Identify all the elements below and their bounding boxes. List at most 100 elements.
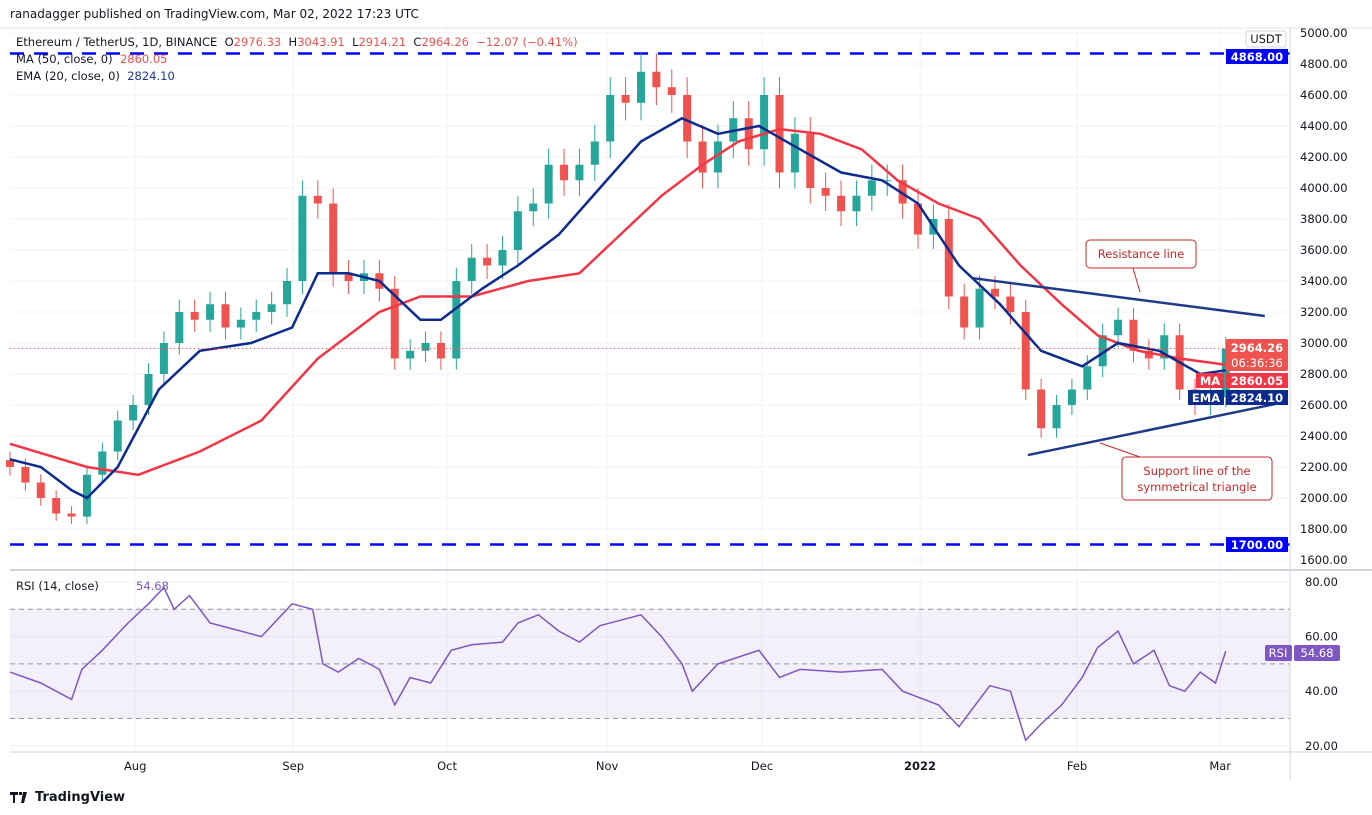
candle-body bbox=[1052, 405, 1061, 429]
ma-tag-name: MA bbox=[1200, 374, 1220, 388]
candle-body bbox=[975, 288, 984, 328]
candle-body bbox=[1083, 366, 1092, 390]
ema-value: 2824.10 bbox=[127, 69, 175, 83]
currency-badge[interactable]: USDT bbox=[1245, 30, 1287, 48]
time-tick-label: Nov bbox=[596, 759, 619, 773]
candle-body bbox=[283, 281, 292, 305]
candle-body bbox=[529, 203, 538, 212]
candle-body bbox=[898, 180, 907, 204]
time-tick-label: Mar bbox=[1209, 759, 1231, 773]
candle bbox=[621, 77, 630, 121]
candle bbox=[837, 180, 846, 227]
candle bbox=[206, 291, 215, 332]
symbol-name: Ethereum / TetherUS, 1D, BINANCE bbox=[16, 35, 218, 49]
candle-body bbox=[144, 374, 153, 405]
price-tick-label: 4000.00 bbox=[1300, 181, 1348, 195]
last-price-tag: 2964.26 06:36:36 bbox=[1226, 339, 1288, 371]
ema-legend-row[interactable]: EMA (20, close, 0) 2824.10 bbox=[16, 68, 578, 85]
symbol-legend-row[interactable]: Ethereum / TetherUS, 1D, BINANCE O2976.3… bbox=[16, 34, 578, 51]
price-tick-label: 3000.00 bbox=[1300, 336, 1348, 350]
candle-body bbox=[252, 312, 261, 320]
candle-body bbox=[498, 250, 507, 266]
candle-body bbox=[652, 71, 661, 88]
grid bbox=[10, 28, 1290, 752]
candle-body bbox=[452, 281, 461, 359]
price-tick-label: 1600.00 bbox=[1300, 553, 1348, 567]
candle-body bbox=[298, 195, 307, 281]
candle bbox=[898, 164, 907, 219]
candle bbox=[636, 53, 645, 121]
candle-body bbox=[698, 141, 707, 173]
tradingview-brand[interactable]: TradingView bbox=[10, 790, 125, 805]
candle-body bbox=[914, 203, 923, 235]
price-axis[interactable]: 5000.00 4800.00 4600.00 4400.00 4200.00 4000.… bbox=[1300, 26, 1348, 567]
time-axis[interactable]: Aug Sep Oct Nov Dec 2022 Feb Mar bbox=[124, 759, 1231, 773]
ma-legend-row[interactable]: MA (50, close, 0) 2860.05 bbox=[16, 51, 578, 68]
support-callout[interactable]: Support line of the symmetrical triangle bbox=[1099, 442, 1273, 501]
candle-body bbox=[390, 288, 399, 359]
support-callout-box bbox=[1121, 456, 1273, 501]
currency-label: USDT bbox=[1250, 32, 1283, 46]
support-line[interactable] bbox=[1027, 402, 1276, 457]
candle-body bbox=[790, 133, 799, 173]
tradingview-label: TradingView bbox=[35, 790, 126, 805]
price-tick-label: 3800.00 bbox=[1300, 212, 1348, 226]
candle-body bbox=[406, 350, 415, 359]
candle bbox=[252, 299, 261, 332]
candle bbox=[560, 148, 569, 196]
price-tick-label: 2200.00 bbox=[1300, 460, 1348, 474]
candle bbox=[744, 101, 753, 166]
candle bbox=[498, 236, 507, 280]
candle-body bbox=[1221, 348, 1230, 398]
candle bbox=[652, 53, 661, 106]
rsi-axis[interactable]: 80.00 60.00 40.00 20.00 bbox=[1305, 575, 1338, 753]
ema-tag: EMA 2824.10 bbox=[1188, 390, 1288, 405]
candle bbox=[298, 180, 307, 295]
candle-body bbox=[6, 460, 14, 467]
candle bbox=[1098, 323, 1107, 378]
candle bbox=[283, 267, 292, 317]
rsi-tag-name: RSI bbox=[1269, 646, 1288, 660]
resistance-callout-pointer bbox=[1132, 267, 1141, 293]
resistance-callout[interactable]: Resistance line bbox=[1085, 239, 1197, 293]
candle-body bbox=[206, 304, 215, 320]
resistance-line[interactable] bbox=[971, 276, 1265, 318]
candle bbox=[760, 77, 769, 166]
rsi-legend-value: 54.68 bbox=[136, 579, 169, 593]
high-value: 3043.91 bbox=[297, 35, 345, 49]
price-tick-label: 2000.00 bbox=[1300, 491, 1348, 505]
candle bbox=[82, 466, 91, 524]
candle-body bbox=[837, 195, 846, 212]
candle-body bbox=[821, 188, 830, 196]
candle-body bbox=[575, 164, 584, 181]
price-tick-label: 4400.00 bbox=[1300, 119, 1348, 133]
candle-body bbox=[1067, 389, 1076, 405]
candle bbox=[483, 243, 492, 280]
price-tick-label: 4200.00 bbox=[1300, 150, 1348, 164]
candle bbox=[390, 275, 399, 370]
candle-body bbox=[590, 141, 599, 165]
rsi-tick-label: 60.00 bbox=[1305, 630, 1338, 644]
candle bbox=[1114, 307, 1123, 348]
candle bbox=[113, 410, 122, 461]
candle-body bbox=[944, 219, 953, 297]
candle-body bbox=[560, 164, 569, 181]
bottom-level-tag: 1700.00 bbox=[1226, 537, 1288, 552]
ema-label: EMA (20, close, 0) bbox=[16, 69, 120, 83]
candle-body bbox=[1129, 319, 1138, 351]
time-tick-label: Oct bbox=[437, 759, 457, 773]
candle bbox=[1221, 337, 1230, 408]
candle-body bbox=[236, 319, 245, 328]
candle-body bbox=[1144, 350, 1153, 359]
price-tick-label: 2400.00 bbox=[1300, 429, 1348, 443]
candle bbox=[667, 69, 676, 113]
candle bbox=[790, 116, 799, 189]
candle-body bbox=[313, 195, 322, 204]
ma-tag: MA 2860.05 bbox=[1196, 373, 1288, 388]
ma-value: 2860.05 bbox=[119, 52, 168, 66]
candle bbox=[267, 291, 276, 325]
price-tick-label: 2600.00 bbox=[1300, 398, 1348, 412]
price-tick-label: 4600.00 bbox=[1300, 88, 1348, 102]
time-tick-label: 2022 bbox=[904, 759, 936, 773]
